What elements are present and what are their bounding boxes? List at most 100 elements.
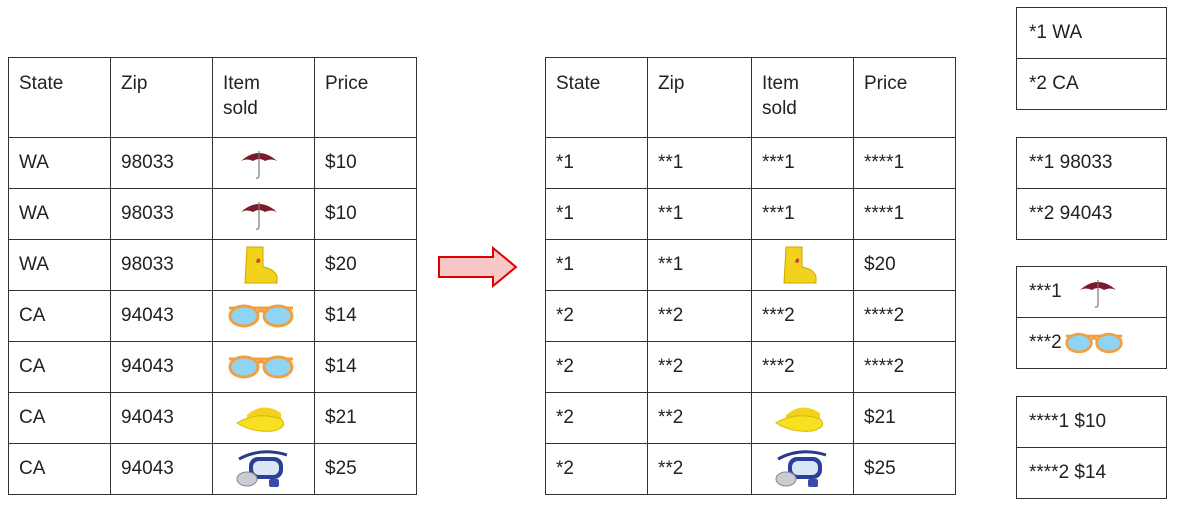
cell-price: $14 — [314, 341, 417, 393]
cell-price: $21 — [853, 392, 956, 444]
legend-entry: *2 CA — [1016, 58, 1167, 110]
legend-row: ****1 $10 — [1016, 396, 1167, 448]
sunglasses-icon — [227, 304, 295, 328]
table-header-row: State Zip Item sold Price — [8, 57, 417, 138]
cell-item — [212, 290, 315, 342]
cell-price: ****1 — [853, 188, 956, 240]
cell-state: *1 — [545, 239, 648, 291]
price-legend: ****1 $10 ****2 $14 — [1016, 396, 1167, 499]
cell-item — [212, 392, 315, 444]
cell-zip: 94043 — [110, 443, 213, 495]
cell-zip: 98033 — [110, 137, 213, 189]
cell-state: *2 — [545, 443, 648, 495]
snorkel-mask-icon — [774, 450, 828, 489]
state-legend: *1 WA *2 CA — [1016, 7, 1167, 110]
header-zip: Zip — [647, 57, 752, 138]
cell-zip: **1 — [647, 239, 752, 291]
cell-state: *1 — [545, 188, 648, 240]
snorkel-mask-icon — [235, 450, 289, 489]
header-zip: Zip — [110, 57, 213, 138]
cell-state: *2 — [545, 341, 648, 393]
cell-price: $10 — [314, 137, 417, 189]
cell-price: $20 — [853, 239, 956, 291]
table-row: *2 **2 $25 — [545, 443, 956, 495]
header-item-sold: Item sold — [212, 57, 315, 138]
cell-state: CA — [8, 443, 111, 495]
table-row: WA 98033 $10 — [8, 188, 417, 240]
table-row: CA 94043 $25 — [8, 443, 417, 495]
cell-item: ***2 — [751, 290, 854, 342]
table-row: *2 **2 ***2 ****2 — [545, 341, 956, 393]
cell-item — [212, 188, 315, 240]
cell-price: $21 — [314, 392, 417, 444]
cell-zip: **2 — [647, 341, 752, 393]
cell-price: ****2 — [853, 290, 956, 342]
legend-entry: ****2 $14 — [1016, 447, 1167, 499]
cell-zip: **2 — [647, 443, 752, 495]
legend-entry: **2 94043 — [1016, 188, 1167, 240]
cell-item — [751, 392, 854, 444]
cell-item — [751, 239, 854, 291]
table-row: WA 98033 $20 — [8, 239, 417, 291]
table-row: *2 **2 $21 — [545, 392, 956, 444]
sunglasses-icon — [227, 355, 295, 379]
zip-legend: **1 98033 **2 94043 — [1016, 137, 1167, 240]
table-row: *1 **1 $20 — [545, 239, 956, 291]
rain-boot-icon — [244, 246, 278, 284]
legend-code: ***1 — [1029, 281, 1062, 303]
table-row: *1 **1 ***1 ****1 — [545, 137, 956, 189]
cell-state: CA — [8, 290, 111, 342]
cell-state: CA — [8, 341, 111, 393]
legend-code: ***2 — [1029, 332, 1062, 354]
cell-state: *2 — [545, 392, 648, 444]
cell-state: *2 — [545, 290, 648, 342]
header-item-sold: Item sold — [751, 57, 854, 138]
cell-item — [212, 443, 315, 495]
table-row: CA 94043 $14 — [8, 341, 417, 393]
cell-price: ****2 — [853, 341, 956, 393]
cell-item: ***1 — [751, 188, 854, 240]
cell-price: $25 — [314, 443, 417, 495]
item-legend: ***1 ***2 — [1016, 266, 1167, 369]
original-table: State Zip Item sold Price WA 98033 $10 W… — [8, 57, 417, 495]
legend-row: ***1 — [1016, 266, 1167, 318]
sunglasses-icon — [1064, 332, 1124, 354]
legend-entry: ***1 — [1016, 266, 1167, 318]
cell-item — [212, 239, 315, 291]
cell-zip: 98033 — [110, 188, 213, 240]
table-row: CA 94043 $21 — [8, 392, 417, 444]
cell-item — [751, 443, 854, 495]
legend-entry: ****1 $10 — [1016, 396, 1167, 448]
cell-state: WA — [8, 188, 111, 240]
cell-price: $10 — [314, 188, 417, 240]
cell-item — [212, 341, 315, 393]
table-header-row: State Zip Item sold Price — [545, 57, 956, 138]
legend-entry: *1 WA — [1016, 7, 1167, 59]
cell-price: $14 — [314, 290, 417, 342]
table-row: CA 94043 $14 — [8, 290, 417, 342]
legend-row: **2 94043 — [1016, 188, 1167, 240]
umbrella-icon — [240, 150, 278, 179]
cell-zip: **2 — [647, 392, 752, 444]
cell-price: $25 — [853, 443, 956, 495]
legend-row: *1 WA — [1016, 7, 1167, 59]
header-state: State — [545, 57, 648, 138]
legend-entry: ***2 — [1016, 317, 1167, 369]
cell-zip: **1 — [647, 137, 752, 189]
cell-zip: 94043 — [110, 290, 213, 342]
table-row: WA 98033 $10 — [8, 137, 417, 189]
legend-row: *2 CA — [1016, 58, 1167, 110]
cell-state: WA — [8, 137, 111, 189]
cell-price: ****1 — [853, 137, 956, 189]
cell-zip: 94043 — [110, 392, 213, 444]
umbrella-icon — [1079, 279, 1117, 308]
right-arrow-icon — [438, 245, 518, 289]
legend-row: ****2 $14 — [1016, 447, 1167, 499]
legend-row: **1 98033 — [1016, 137, 1167, 189]
visor-cap-icon — [236, 406, 285, 432]
cell-zip: **1 — [647, 188, 752, 240]
encoded-table: State Zip Item sold Price *1 **1 ***1 **… — [545, 57, 956, 495]
table-row: *1 **1 ***1 ****1 — [545, 188, 956, 240]
header-price: Price — [314, 57, 417, 138]
cell-item: ***2 — [751, 341, 854, 393]
